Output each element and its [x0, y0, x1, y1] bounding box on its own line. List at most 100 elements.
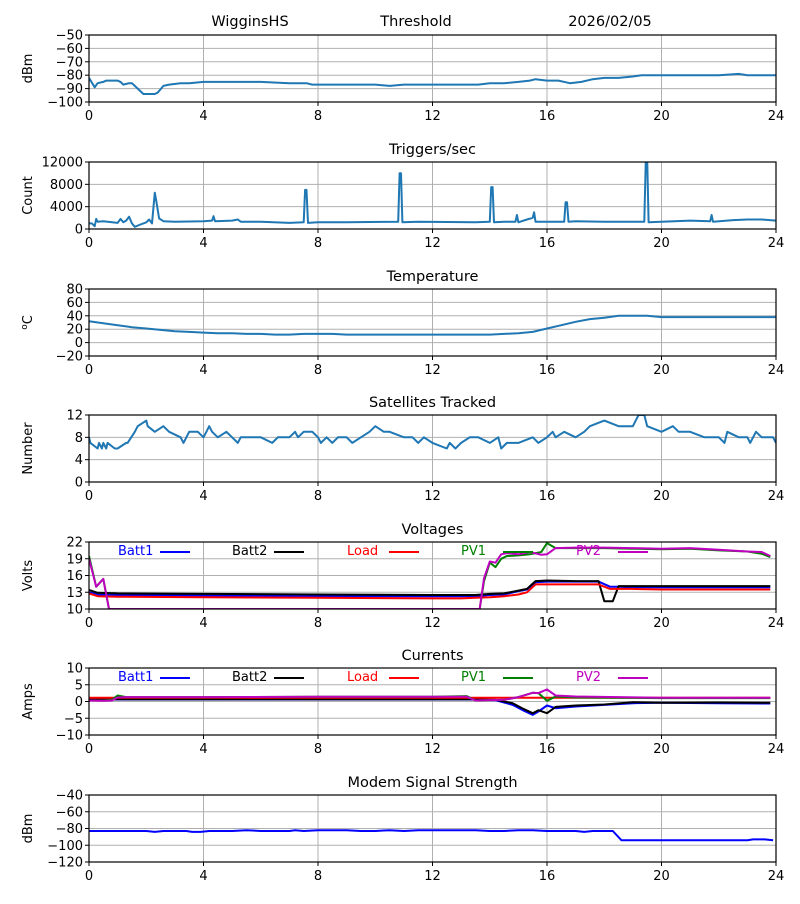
plot-frame [88, 288, 777, 357]
x-tick-label: 12 [424, 109, 441, 124]
chart-panel-2: 0 4 8 12 16 20 24 0 4000 8000 12000 Triggers/sec Cou… [21, 142, 784, 251]
plot-frame [88, 161, 777, 230]
chart-title: Currents [401, 648, 463, 664]
y-tick-label: 0 [75, 223, 83, 238]
y-tick-label: −80 [56, 822, 83, 837]
x-tick-label: 24 [768, 489, 785, 504]
x-tick-label: 8 [314, 109, 322, 124]
x-tick-label: 16 [539, 489, 556, 504]
x-tick-label: 0 [85, 869, 93, 884]
y-tick-label: 60 [66, 296, 83, 311]
x-tick-label: 20 [653, 109, 670, 124]
y-tick-label: 16 [66, 569, 83, 584]
x-tick-label: 8 [314, 742, 322, 757]
x-tick-label: 8 [314, 489, 322, 504]
x-tick-label: 8 [314, 363, 322, 378]
y-tick-label: −20 [56, 350, 83, 365]
x-tick-label: 0 [85, 363, 93, 378]
y-axis-label: Number [21, 422, 36, 475]
chart-title: Modem Signal Strength [347, 775, 517, 791]
series-line-satellites [89, 415, 776, 450]
legend-label-batt1: Batt1 [118, 670, 153, 685]
x-tick-label: 4 [199, 742, 207, 757]
x-tick-label: 24 [768, 236, 785, 251]
y-axis-label: Amps [21, 683, 36, 720]
chart-panel-7: 0 4 8 12 16 20 24 −120 −100 −80 −60−40 Modem Signal… [21, 775, 784, 884]
y-tick-label: −10 [56, 729, 83, 744]
x-tick-label: 16 [539, 616, 556, 631]
x-tick-label: 16 [539, 869, 556, 884]
series-line-pv2 [89, 688, 771, 702]
y-tick-label: 19 [66, 552, 83, 567]
x-tick-label: 0 [85, 109, 93, 124]
y-tick-label: 4 [75, 453, 83, 468]
y-tick-label: −100 [47, 839, 83, 854]
y-axis-label: Count [21, 176, 36, 215]
legend-label-load: Load [347, 544, 378, 559]
y-tick-label: 10 [66, 603, 83, 618]
chart-title: Triggers/sec [388, 142, 476, 158]
x-tick-label: 24 [768, 109, 785, 124]
header-station: WigginsHS [211, 14, 288, 30]
y-tick-label: −100 [47, 96, 83, 111]
x-tick-label: 8 [314, 236, 322, 251]
x-tick-label: 20 [653, 236, 670, 251]
chart-panel-4: 0 4 8 12 16 20 24 0 4 8 12 Satellites Tracked Number [21, 395, 784, 504]
legend-label-pv2: PV2 [576, 544, 601, 559]
plot-frame [88, 541, 777, 610]
x-tick-label: 20 [653, 363, 670, 378]
x-tick-label: 16 [539, 363, 556, 378]
x-tick-label: 4 [199, 489, 207, 504]
y-tick-label: 0 [75, 695, 83, 710]
x-tick-label: 4 [199, 363, 207, 378]
x-tick-label: 20 [653, 489, 670, 504]
chart-panel-1: 0 4 8 12 16 20 24 −100−90−80−70−60−50 dBm [21, 29, 784, 125]
celsius-unit: C [21, 315, 36, 324]
y-tick-label: 5 [75, 678, 83, 693]
x-tick-label: 16 [539, 236, 556, 251]
series-line-temperature [89, 314, 776, 336]
plot-frame [88, 34, 777, 103]
series-line-batt2 [89, 698, 771, 715]
series-line-batt2 [89, 579, 771, 603]
x-tick-label: 24 [768, 869, 785, 884]
x-tick-label: 20 [653, 742, 670, 757]
chart-title: Satellites Tracked [369, 395, 496, 411]
plot-frame [88, 667, 777, 736]
x-tick-label: 16 [539, 109, 556, 124]
y-axis-label: oC [20, 315, 36, 330]
x-tick-label: 12 [424, 742, 441, 757]
x-tick-label: 4 [199, 616, 207, 631]
x-tick-label: 24 [768, 742, 785, 757]
legend-label-batt2: Batt2 [232, 544, 267, 559]
y-axis-label: Volts [21, 560, 36, 592]
x-tick-label: 0 [85, 489, 93, 504]
x-tick-label: 12 [424, 489, 441, 504]
legend-label-batt1: Batt1 [118, 544, 153, 559]
y-tick-label: −60 [56, 805, 83, 820]
y-tick-label: 20 [66, 323, 83, 338]
chart-title: Temperature [386, 269, 479, 285]
x-tick-label: 24 [768, 363, 785, 378]
x-tick-label: 4 [199, 109, 207, 124]
series-line-pv2 [89, 546, 771, 609]
y-tick-label: −80 [56, 69, 83, 84]
x-tick-label: 20 [653, 869, 670, 884]
y-tick-label: −90 [56, 82, 83, 97]
y-tick-label: −50 [56, 29, 83, 44]
y-tick-label: 80 [66, 283, 83, 298]
y-tick-label: −70 [56, 55, 83, 70]
y-axis-label: dBm [21, 54, 36, 84]
x-tick-label: 12 [424, 869, 441, 884]
y-tick-label: 12000 [42, 156, 83, 171]
legend-label-load: Load [347, 670, 378, 685]
series-line-modem [89, 829, 774, 842]
series-line-load [89, 583, 771, 600]
series-line-threshold [89, 72, 776, 95]
legend-label-pv2: PV2 [576, 670, 601, 685]
x-tick-label: 12 [424, 616, 441, 631]
x-tick-label: 8 [314, 869, 322, 884]
x-tick-label: 12 [424, 363, 441, 378]
